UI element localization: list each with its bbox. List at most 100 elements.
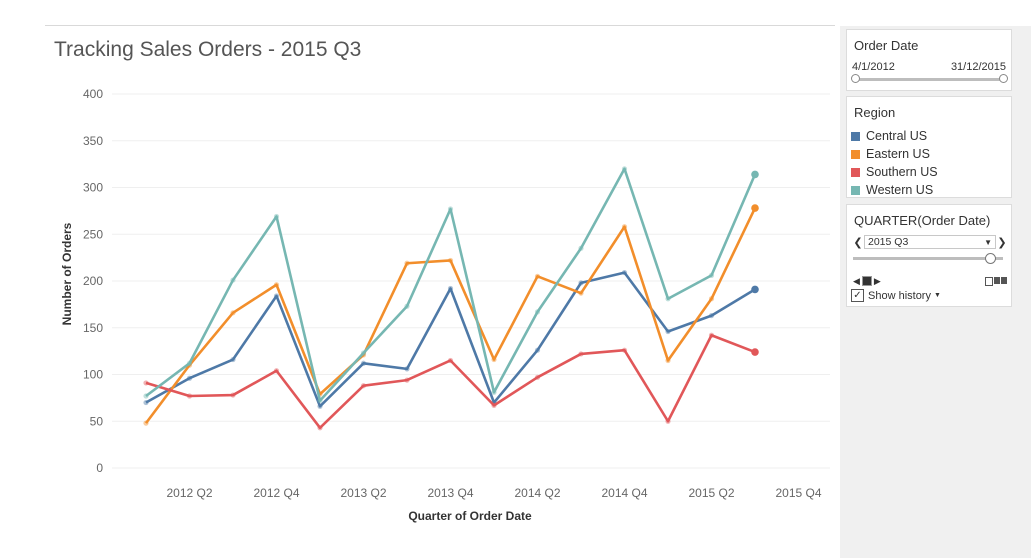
quarter-title: QUARTER(Order Date)	[854, 213, 991, 228]
data-point[interactable]	[534, 273, 541, 279]
y-tick-label: 50	[90, 414, 104, 428]
data-point[interactable]	[621, 269, 628, 276]
date-end-handle[interactable]	[999, 74, 1008, 83]
legend-item-southern[interactable]: Southern US	[847, 163, 1011, 181]
x-axis-label: Quarter of Order Date	[408, 509, 532, 523]
x-tick-label: 2012 Q2	[166, 486, 212, 500]
data-point[interactable]	[578, 351, 584, 357]
data-point[interactable]	[708, 296, 715, 302]
data-point[interactable]	[751, 204, 759, 212]
data-point[interactable]	[621, 347, 628, 353]
data-point[interactable]	[230, 392, 236, 398]
data-point[interactable]	[534, 347, 541, 353]
data-point[interactable]	[186, 360, 193, 366]
quarter-dropdown[interactable]: 2015 Q3 ▼	[864, 235, 996, 249]
data-point[interactable]	[447, 206, 454, 212]
data-point[interactable]	[360, 360, 367, 366]
speed-control-icon[interactable]	[985, 276, 1007, 286]
data-point[interactable]	[708, 272, 715, 278]
swatch-western	[851, 185, 860, 195]
data-point[interactable]	[621, 224, 628, 230]
y-tick-label: 350	[83, 134, 103, 148]
legend-item-western[interactable]: Western US	[847, 181, 1011, 199]
data-point[interactable]	[186, 375, 193, 381]
legend-item-eastern[interactable]: Eastern US	[847, 145, 1011, 163]
data-point[interactable]	[317, 398, 323, 404]
x-axis-ticks: 2012 Q2 2012 Q4 2013 Q2 2013 Q4 2014 Q2 2014 …	[166, 486, 821, 500]
legend-label: Central US	[866, 129, 928, 143]
data-point[interactable]	[273, 293, 280, 299]
data-point[interactable]	[751, 170, 759, 179]
data-point[interactable]	[491, 356, 497, 363]
data-point[interactable]	[230, 356, 236, 363]
data-point[interactable]	[317, 425, 323, 431]
legend-list: Central US Eastern US Southern US Wester…	[847, 127, 1011, 199]
data-point[interactable]	[665, 357, 671, 364]
quarter-slider-handle[interactable]	[985, 253, 996, 264]
data-point[interactable]	[447, 357, 454, 364]
data-point[interactable]	[404, 366, 410, 372]
series-lines	[143, 166, 759, 431]
data-point[interactable]	[491, 389, 497, 395]
data-point[interactable]	[534, 374, 541, 380]
data-point[interactable]	[578, 245, 584, 251]
data-point[interactable]	[360, 383, 367, 389]
data-point[interactable]	[447, 257, 454, 264]
show-history-toggle[interactable]: ✓ Show history ▼	[851, 289, 941, 302]
data-point[interactable]	[143, 399, 149, 406]
date-start-handle[interactable]	[851, 74, 860, 83]
caret-down-icon[interactable]: ▼	[933, 292, 941, 299]
data-point[interactable]	[143, 393, 149, 399]
data-point[interactable]	[273, 213, 280, 220]
data-point[interactable]	[186, 393, 193, 399]
data-point[interactable]	[534, 309, 541, 315]
y-axis-ticks: 0 50 100 150 200 250 300 350 400	[83, 87, 103, 475]
quarter-value: 2015 Q3	[868, 236, 909, 248]
step-back-icon[interactable]: ◀	[853, 275, 860, 286]
data-point[interactable]	[273, 282, 280, 288]
data-point[interactable]	[230, 277, 236, 283]
data-point[interactable]	[404, 303, 410, 309]
gridlines	[112, 93, 830, 469]
data-point[interactable]	[578, 280, 584, 286]
data-point[interactable]	[665, 418, 671, 424]
data-point[interactable]	[621, 166, 628, 172]
x-tick-label: 2014 Q2	[514, 486, 560, 500]
data-point[interactable]	[447, 285, 454, 292]
data-point[interactable]	[273, 368, 280, 374]
data-point[interactable]	[317, 403, 323, 409]
swatch-central	[851, 131, 860, 141]
data-point[interactable]	[143, 420, 149, 426]
data-point[interactable]	[751, 285, 759, 294]
x-tick-label: 2013 Q2	[340, 486, 386, 500]
quarter-slider[interactable]	[853, 257, 1003, 260]
play-icon[interactable]: ▶	[873, 275, 881, 286]
x-tick-label: 2013 Q4	[427, 486, 473, 500]
series-line-1	[144, 207, 757, 424]
data-point[interactable]	[143, 380, 149, 386]
data-point[interactable]	[751, 348, 759, 356]
swatch-southern	[851, 167, 860, 177]
chevron-right-icon[interactable]: ❯	[997, 236, 1007, 249]
quarter-page-control: QUARTER(Order Date) ❮ 2015 Q3 ▼ ❯ ◀ ▶ ✓ …	[846, 204, 1012, 307]
data-point[interactable]	[578, 290, 584, 296]
chevron-left-icon[interactable]: ❮	[853, 236, 863, 249]
data-point[interactable]	[404, 377, 410, 383]
x-tick-label: 2014 Q4	[601, 486, 647, 500]
filter-sidebar: Order Date 4/1/2012 31/12/2015 Region Ce…	[840, 26, 1031, 558]
stop-icon[interactable]	[861, 276, 872, 286]
data-point[interactable]	[708, 312, 715, 319]
data-point[interactable]	[665, 296, 671, 302]
region-title: Region	[854, 105, 896, 120]
legend-item-central[interactable]: Central US	[847, 127, 1011, 145]
legend-label: Western US	[866, 183, 934, 197]
data-point[interactable]	[708, 332, 715, 338]
data-point[interactable]	[230, 310, 236, 316]
data-point[interactable]	[404, 260, 410, 266]
date-range-slider[interactable]	[853, 78, 1006, 81]
data-point[interactable]	[491, 402, 497, 408]
series-line-2	[145, 333, 756, 430]
check-icon[interactable]: ✓	[851, 289, 864, 302]
data-point[interactable]	[665, 328, 671, 335]
data-point[interactable]	[360, 350, 367, 356]
